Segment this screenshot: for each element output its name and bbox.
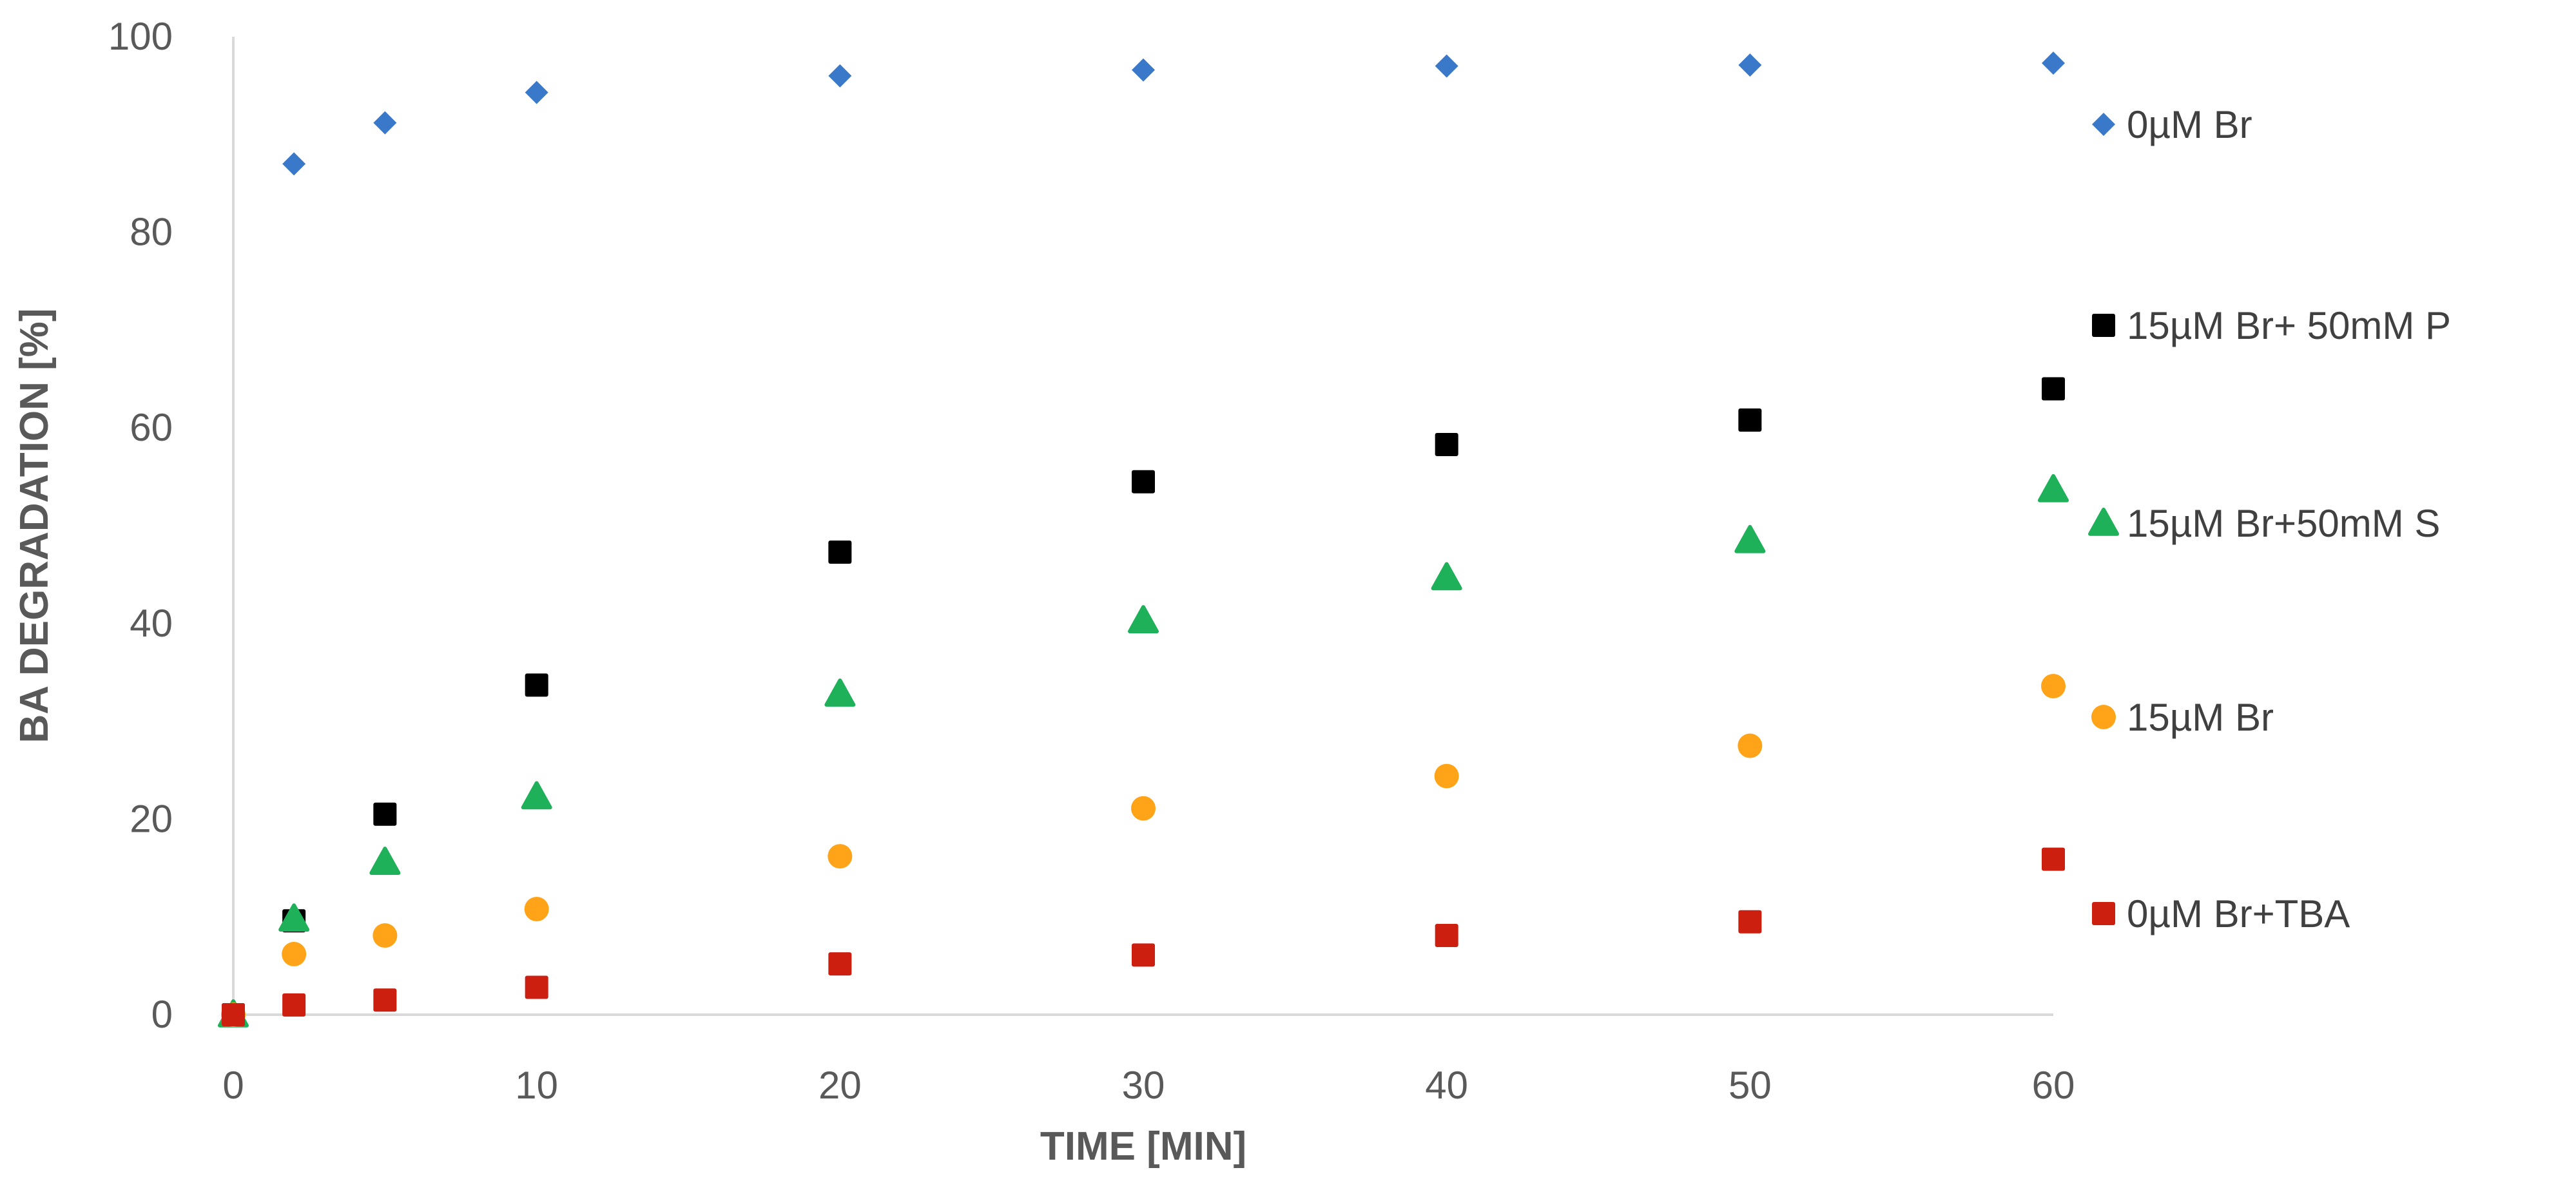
legend-item: 0µM Br+TBA <box>2092 892 2350 935</box>
data-point <box>525 673 548 697</box>
legend-marker <box>2091 705 2116 729</box>
data-point <box>828 952 852 976</box>
x-tick-label: 30 <box>1122 1064 1165 1107</box>
data-point <box>1131 796 1156 821</box>
data-point <box>278 903 310 932</box>
data-point <box>373 802 397 826</box>
data-point <box>1435 433 1458 457</box>
data-point <box>1738 408 1762 432</box>
data-point <box>282 941 307 966</box>
data-point <box>1132 470 1155 494</box>
data-point <box>521 781 552 810</box>
data-point <box>828 64 852 88</box>
data-point <box>1738 733 1763 758</box>
legend: 0µM Br 15µM Br+ 50mM P 15µM Br+50mM S 15µM … <box>2088 103 2451 935</box>
data-point <box>373 988 397 1012</box>
legend-item: 0µM Br <box>2092 103 2252 146</box>
legend-marker <box>2088 508 2119 536</box>
y-tick-label: 40 <box>130 602 173 645</box>
data-point <box>373 923 398 948</box>
data-point <box>373 111 397 135</box>
x-axis-title: TIME [MIN] <box>1040 1124 1246 1169</box>
axes <box>232 37 2053 1016</box>
legend-marker <box>2092 113 2115 136</box>
x-tick-label: 10 <box>515 1064 558 1107</box>
x-tick-label: 0 <box>222 1064 244 1107</box>
data-point <box>282 993 306 1017</box>
legend-label: 15µM Br+ 50mM P <box>2127 304 2451 347</box>
data-point <box>2042 51 2065 75</box>
x-tick-label: 20 <box>818 1064 862 1107</box>
data-point <box>1431 562 1462 591</box>
legend-label: 0µM Br+TBA <box>2127 892 2350 935</box>
data-point <box>525 81 548 104</box>
legend-label: 0µM Br <box>2127 103 2252 146</box>
legend-label: 15µM Br+50mM S <box>2127 502 2440 545</box>
data-point <box>2038 474 2069 503</box>
x-tick-label: 60 <box>2032 1064 2075 1107</box>
y-tick-label: 100 <box>108 15 173 58</box>
data-point <box>828 540 852 564</box>
y-tick-labels: 0 20 40 60 80 100 <box>108 15 173 1036</box>
data-point <box>1132 943 1155 967</box>
y-tick-label: 60 <box>130 406 173 449</box>
x-tick-labels: 0 10 20 30 40 50 60 <box>222 1064 2075 1107</box>
data-point <box>1435 54 1458 78</box>
data-point <box>222 1003 245 1026</box>
legend-marker <box>2092 314 2115 337</box>
y-tick-label: 20 <box>130 797 173 840</box>
data-point <box>525 975 548 999</box>
legend-label: 15µM Br <box>2127 696 2274 739</box>
data-point <box>282 152 306 176</box>
data-point <box>1132 58 1155 82</box>
data-point <box>524 897 549 922</box>
data-point <box>1738 910 1762 934</box>
data-points <box>218 51 2069 1028</box>
legend-item: 15µM Br+ 50mM P <box>2092 304 2451 347</box>
y-tick-label: 0 <box>151 993 173 1036</box>
x-tick-label: 40 <box>1425 1064 1468 1107</box>
data-point <box>2042 847 2065 871</box>
y-tick-label: 80 <box>130 211 173 254</box>
data-point <box>828 844 853 869</box>
data-point <box>2041 673 2066 698</box>
y-axis-title: BA DEGRADATION [%] <box>12 308 57 743</box>
data-point <box>2042 377 2065 401</box>
data-point <box>1734 524 1766 553</box>
data-point <box>1128 605 1159 634</box>
data-point <box>369 847 401 875</box>
data-point <box>1434 763 1459 789</box>
data-point <box>1435 924 1458 948</box>
legend-item: 15µM Br <box>2091 696 2274 739</box>
data-point <box>1738 53 1762 77</box>
data-point <box>824 678 856 707</box>
legend-item: 15µM Br+50mM S <box>2088 502 2440 545</box>
x-tick-label: 50 <box>1729 1064 1772 1107</box>
legend-marker <box>2092 902 2115 925</box>
